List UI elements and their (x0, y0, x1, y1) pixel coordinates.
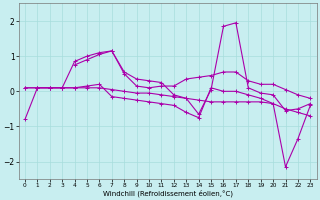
X-axis label: Windchill (Refroidissement éolien,°C): Windchill (Refroidissement éolien,°C) (103, 189, 233, 197)
